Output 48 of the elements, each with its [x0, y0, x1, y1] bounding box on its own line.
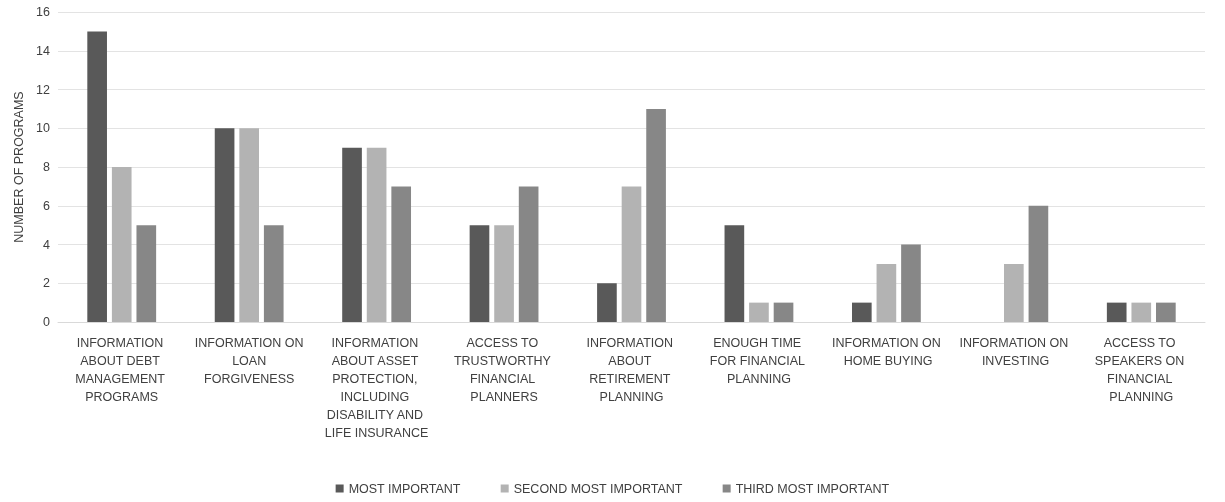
bar	[1004, 263, 1024, 322]
y-tick-label: 4	[43, 237, 51, 252]
bar	[494, 225, 514, 322]
bar	[1106, 302, 1127, 322]
bar	[239, 128, 259, 322]
legend-label: MOST IMPORTANT	[348, 481, 461, 496]
y-axis-title: NUMBER OF PROGRAMS	[11, 91, 26, 243]
bar	[1156, 302, 1176, 322]
x-tick-label: ENOUGH TIME FOR FINANCIAL PLANNING	[709, 336, 809, 386]
x-tick-label: INFORMATION ABOUT ASSET PROTECTION, INCLUDING DISABILITY AND LIFE INSURANCE	[324, 336, 429, 440]
x-tick-label: INFORMATION ON HOME BUYING	[831, 336, 941, 368]
x-tick-label: INFORMATION ABOUT DEBT MANAGEMENT PROGRAMS	[75, 336, 169, 404]
bar	[621, 186, 642, 322]
bar	[87, 31, 107, 322]
bar	[214, 128, 235, 322]
y-tick-label: 14	[36, 43, 51, 58]
x-tick-label: INFORMATION ON INVESTING	[959, 336, 1069, 368]
bar	[901, 244, 921, 322]
legend-label: SECOND MOST IMPORTANT	[513, 481, 683, 496]
bar	[597, 283, 617, 322]
bar	[366, 147, 387, 322]
bar	[263, 225, 284, 322]
bar	[724, 225, 745, 322]
bar	[111, 167, 132, 322]
bar	[518, 186, 539, 322]
x-tick-label: INFORMATION ABOUT RETIREMENT PLANNING	[586, 336, 677, 404]
bar	[342, 147, 362, 322]
bar	[136, 225, 157, 322]
y-tick-label: 6	[43, 198, 51, 213]
y-tick-label: 2	[43, 276, 51, 291]
y-tick-label: 10	[36, 121, 51, 136]
y-tick-label: 0	[43, 315, 51, 329]
bar	[1028, 205, 1049, 322]
bar	[851, 302, 872, 322]
y-tick-label: 8	[43, 160, 51, 174]
bar	[469, 225, 490, 322]
legend-label: THIRD MOST IMPORTANT	[735, 481, 890, 496]
bar	[646, 108, 666, 322]
y-tick-label: 16	[36, 5, 51, 19]
bar	[876, 263, 897, 322]
bar	[391, 186, 412, 322]
x-tick-label: ACCESS TO SPEAKERS ON FINANCIAL PLANNING	[1094, 336, 1188, 404]
bar	[1131, 302, 1152, 322]
bar	[773, 302, 794, 322]
x-tick-label: ACCESS TO TRUSTWORTHY FINANCIAL PLANNERS	[453, 336, 555, 404]
bar	[749, 302, 769, 322]
y-tick-label: 12	[36, 82, 51, 97]
x-tick-label: INFORMATION ON LOAN FORGIVENESS	[194, 336, 304, 386]
